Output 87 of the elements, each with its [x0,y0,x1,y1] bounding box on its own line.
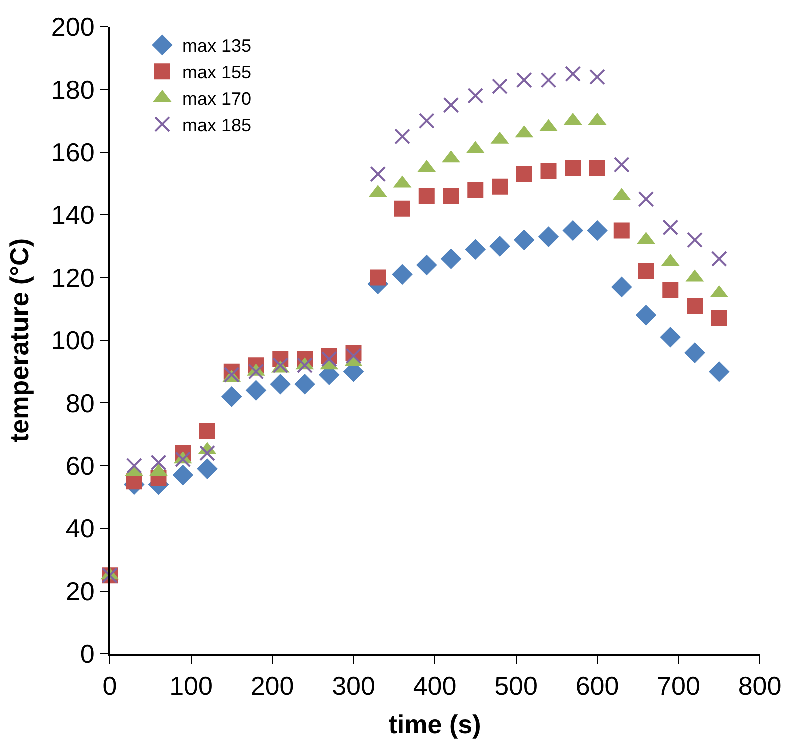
point [708,361,730,382]
point [200,445,216,462]
point [321,351,338,368]
point [200,423,216,440]
y-tick-label: 120 [51,262,95,293]
point [565,160,582,176]
y-tick-label: 80 [66,388,95,418]
point [126,458,142,474]
point [294,374,316,395]
y-tick-label: 200 [51,12,95,42]
point [394,200,410,217]
point [418,113,435,130]
point [711,250,728,267]
point [370,166,386,182]
point [465,239,486,260]
point [587,220,608,242]
point [538,226,560,248]
y-tick-label: 100 [51,326,95,356]
point [638,264,654,280]
point [565,66,582,82]
x-tick-label: 200 [250,671,294,702]
point [540,72,557,88]
point [636,305,657,326]
point [492,78,508,95]
x-tick-label: 800 [738,671,782,702]
point [687,232,703,248]
point [540,163,557,180]
point [150,454,167,471]
x-tick-label: 0 [102,671,118,702]
point [224,366,240,383]
point [416,254,438,276]
point [394,128,410,145]
point [684,342,706,364]
point [418,188,435,204]
point [172,464,194,486]
y-tick-label: 140 [51,200,95,230]
x-tick-label: 400 [413,671,457,702]
point [660,326,682,348]
point [248,364,264,380]
legend-label: max 155 [182,62,252,83]
point [272,358,289,374]
point [516,72,532,88]
x-tick-label: 500 [494,671,538,702]
y-tick-label: 20 [66,576,95,606]
point [468,182,484,198]
y-tick-label: 180 [51,74,95,105]
point [638,191,654,208]
point [297,358,313,374]
y-axis-title: temperature (°C) [4,238,34,442]
point [662,220,679,236]
x-axis-title: time (s) [388,709,482,740]
point [440,248,462,270]
point [221,386,242,408]
point [370,270,386,286]
point [614,156,630,173]
legend-label: max 185 [182,115,252,136]
y-tick-label: 40 [66,514,95,544]
x-tick-label: 600 [576,671,620,702]
point [614,222,630,239]
x-tick-label: 700 [657,671,700,702]
point [711,310,728,327]
y-tick-label: 0 [80,639,95,670]
point [175,452,192,468]
point [514,230,535,251]
legend-label: max 170 [182,89,252,110]
point [490,236,510,257]
point [392,264,413,286]
x-tick-label: 300 [332,671,376,702]
point [562,220,584,242]
point [516,166,532,182]
point [346,348,362,364]
legend-label: max 135 [182,36,252,56]
point [687,298,703,314]
point [662,282,679,298]
point [590,160,606,176]
point [468,88,484,104]
y-tick-label: 160 [51,138,95,168]
x-tick-label: 100 [170,671,213,702]
point [270,374,292,395]
point [197,458,218,480]
point [443,97,460,114]
point [443,188,460,204]
point [590,69,606,86]
point [611,276,632,298]
point [492,178,508,195]
y-tick-label: 60 [66,451,95,481]
point [246,380,267,402]
